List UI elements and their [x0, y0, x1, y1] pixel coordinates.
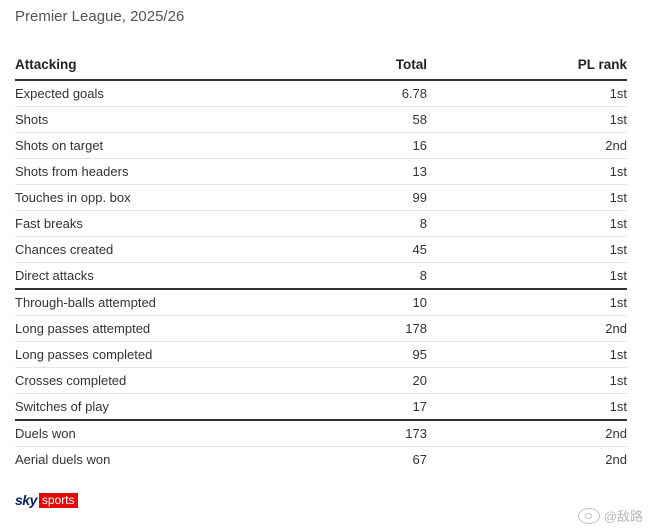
stat-name: Duels won [15, 420, 305, 447]
stat-rank: 2nd [605, 452, 627, 467]
stat-total: 13 [305, 158, 427, 185]
stat-name: Touches in opp. box [15, 184, 305, 211]
stat-total: 45 [305, 236, 427, 263]
table-row: Chances created 45 1st [15, 236, 627, 263]
table-row: Touches in opp. box 99 1st [15, 184, 627, 211]
stat-rank: 1st [427, 158, 627, 185]
stat-rank: 1st [427, 341, 627, 368]
table-row: Crosses completed 20 1st [15, 367, 627, 394]
stat-name: Aerial duels won [15, 452, 111, 467]
stat-name: Switches of play [15, 393, 305, 421]
stat-rank: 1st [427, 367, 627, 394]
stat-total: 20 [305, 367, 427, 394]
stat-total: 10 [305, 289, 427, 316]
stat-rank: 1st [427, 262, 627, 290]
table-header-row: Attacking Total PL rank [15, 50, 627, 81]
stat-total: 8 [305, 262, 427, 290]
table-row: Aerial duels won 67 2nd [15, 447, 627, 473]
weibo-icon [577, 507, 600, 524]
stat-rank: 1st [427, 184, 627, 211]
table-row: Shots from headers 13 1st [15, 158, 627, 185]
table-row: Switches of play 17 1st [15, 393, 627, 421]
stat-name: Long passes completed [15, 341, 305, 368]
sky-sports-logo: sky sports [15, 492, 78, 508]
stat-total: 6.78 [305, 80, 427, 107]
stat-rank: 1st [427, 80, 627, 107]
stat-total: 99 [305, 184, 427, 211]
stat-total: 173 [305, 420, 427, 447]
stat-total: 8 [305, 210, 427, 237]
header-total: Total [305, 50, 427, 81]
table-row: Shots on target 16 2nd [15, 132, 627, 159]
stat-name: Long passes attempted [15, 315, 305, 342]
stat-name: Fast breaks [15, 210, 305, 237]
watermark-text: @敌路 [603, 509, 643, 524]
stat-total: 17 [305, 393, 427, 421]
stat-name: Chances created [15, 236, 305, 263]
stat-rank: 1st [427, 236, 627, 263]
stat-total: 178 [305, 315, 427, 342]
watermark: @敌路 [577, 506, 643, 525]
header-rank: PL rank [427, 50, 627, 81]
stat-rank: 2nd [427, 315, 627, 342]
page-subtitle: Premier League, 2025/26 [15, 8, 185, 25]
stat-name: Direct attacks [15, 262, 305, 290]
table-row: Duels won 173 2nd [15, 420, 627, 447]
stat-name: Shots from headers [15, 158, 305, 185]
logo-sky-text: sky [15, 492, 37, 508]
table-row: Direct attacks 8 1st [15, 262, 627, 290]
logo-sports-text: sports [38, 492, 78, 508]
stat-rank: 1st [427, 106, 627, 133]
table-row: Long passes attempted 178 2nd [15, 315, 627, 342]
stat-total: 67 [412, 452, 427, 467]
stat-name: Crosses completed [15, 367, 305, 394]
attacking-stats-table: Attacking Total PL rank Expected goals 6… [15, 50, 627, 472]
table-row: Expected goals 6.78 1st [15, 80, 627, 107]
stat-rank: 1st [427, 393, 627, 421]
stat-rank: 1st [427, 289, 627, 316]
stat-name: Shots [15, 106, 305, 133]
stat-name: Expected goals [15, 80, 305, 107]
header-stat: Attacking [15, 50, 305, 81]
table-row: Long passes completed 95 1st [15, 341, 627, 368]
stat-name: Shots on target [15, 132, 305, 159]
stat-rank: 1st [427, 210, 627, 237]
stat-total: 95 [305, 341, 427, 368]
table-row: Shots 58 1st [15, 106, 627, 133]
stat-name: Through-balls attempted [15, 289, 305, 316]
stat-rank: 2nd [427, 420, 627, 447]
stat-rank: 2nd [427, 132, 627, 159]
table-row: Fast breaks 8 1st [15, 210, 627, 237]
stat-total: 58 [305, 106, 427, 133]
stat-total: 16 [305, 132, 427, 159]
table-row: Through-balls attempted 10 1st [15, 289, 627, 316]
